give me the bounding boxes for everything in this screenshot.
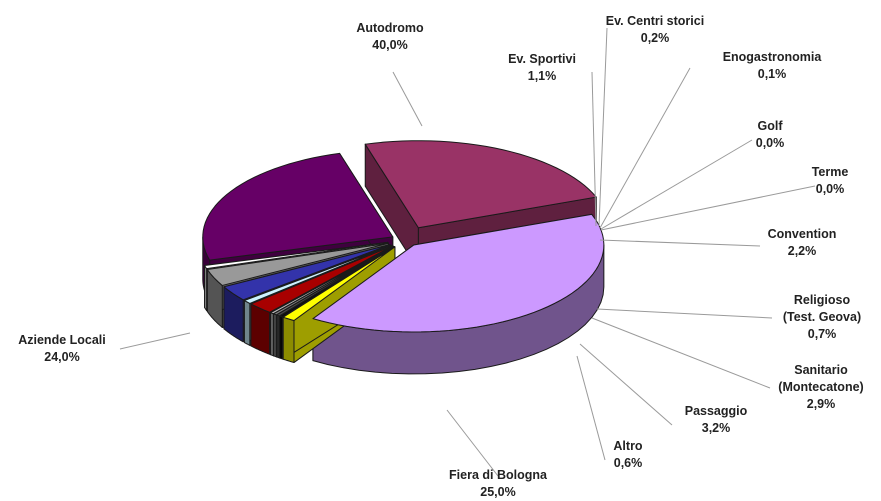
leader-line-2 [598, 27, 608, 227]
slice-label-11: Fiera di Bologna 25,0% [449, 468, 548, 499]
slice-value-7: 0,7% [808, 327, 837, 341]
pie-slice-5 [270, 245, 394, 315]
pie-slice-9 [206, 242, 389, 286]
slice-label-7: Religioso (Test. Geova) 0,7% [783, 293, 861, 341]
slice-label-8: Sanitario (Montecatone) 2,9% [778, 363, 863, 411]
leader-line-11 [446, 409, 499, 477]
pie-slice-12 [364, 140, 597, 229]
slice-value-4: 0,0% [756, 136, 785, 150]
leader-line-4 [600, 139, 753, 230]
pie-slice-10 [204, 241, 389, 270]
leader-line-9 [579, 343, 673, 426]
slice-label-1: Ev. Sportivi 1,1% [508, 52, 576, 83]
slice-value-10: 0,6% [614, 456, 643, 470]
pie-slice-0 [312, 213, 605, 333]
leader-line-3 [599, 67, 691, 229]
leader-line-12 [119, 332, 191, 350]
leader-line-5 [600, 185, 816, 231]
slice-label-5: Terme 0,0% [812, 165, 849, 196]
leader-line-6 [599, 239, 761, 247]
slice-value-3: 0,1% [758, 67, 787, 81]
slice-value-6: 2,2% [788, 244, 817, 258]
slice-value-0: 40,0% [372, 38, 407, 52]
slice-label-3: Enogastronomia 0,1% [723, 50, 823, 81]
pie-slice-7 [243, 244, 392, 304]
pie-slice-6 [250, 245, 393, 313]
leader-line-7 [596, 308, 773, 319]
slice-label-2: Ev. Centri storici 0,2% [606, 14, 704, 45]
leader-line-10 [576, 355, 606, 461]
slice-label-4: Golf 0,0% [756, 119, 785, 150]
leader-line-8 [591, 317, 771, 389]
slice-value-1: 1,1% [528, 69, 557, 83]
slice-value-11: 25,0% [480, 485, 515, 499]
slice-value-9: 3,2% [702, 421, 731, 435]
pie-slice-8 [223, 244, 391, 301]
slice-label-10: Altro 0,6% [613, 439, 643, 470]
slice-value-8: 2,9% [807, 397, 836, 411]
leader-line-1 [591, 71, 597, 227]
pie-slice-11 [202, 152, 394, 261]
slice-label-9: Passaggio 3,2% [685, 404, 748, 435]
slice-value-5: 0,0% [816, 182, 845, 196]
slice-label-0: Autodromo 40,0% [356, 21, 424, 52]
slice-value-2: 0,2% [641, 31, 670, 45]
pie-slice-1 [282, 246, 396, 322]
slice-label-6: Convention 2,2% [768, 227, 837, 258]
slice-label-12: Aziende Locali 24,0% [18, 333, 106, 364]
leader-line-0 [392, 71, 423, 127]
slice-value-12: 24,0% [44, 350, 79, 364]
